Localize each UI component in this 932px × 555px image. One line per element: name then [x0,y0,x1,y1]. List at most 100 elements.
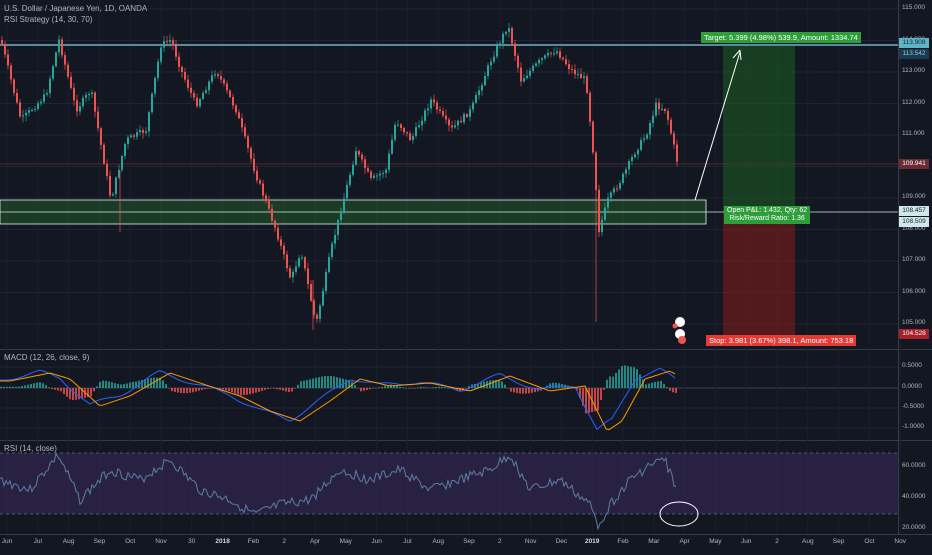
macd-bar [297,384,299,388]
macd-bar [456,388,458,391]
candle-body [163,41,165,48]
macd-bar [528,388,530,394]
candle-body [640,139,642,150]
macd-bar [417,387,419,389]
candle-body [67,64,69,77]
candle-body [661,109,663,111]
candle-body [337,220,339,236]
candle-body [166,41,168,43]
time-tick-label: Aug [62,538,75,545]
strategy-label[interactable]: RSI Strategy (14, 30, 70) [4,15,93,24]
macd-bar [612,376,614,388]
macd-bar [519,388,521,394]
candle-body [10,65,12,80]
macd-bar [237,388,239,395]
macd-bar [513,388,515,393]
candle-body [508,28,510,32]
macd-bar [306,380,308,388]
projection-arrow[interactable] [694,51,741,201]
macd-bar [105,380,107,388]
target-label[interactable]: Target: 5.399 (4.98%) 539.9, Amount: 133… [701,32,861,43]
macd-bar [669,388,671,391]
candle-body [400,124,402,129]
open-pnl-label[interactable]: Open P&L: 1.432, Qty: 62 Risk/Reward Rat… [724,206,811,224]
circle-annotation[interactable] [659,501,699,527]
macd-bar [54,388,56,390]
candle-body [448,119,450,126]
time-tick-label: Jul [403,538,412,545]
candle-body [658,102,660,110]
macd-bar [264,388,266,390]
macd-tick-label: 0.5000 [902,362,922,369]
candle-body [607,197,609,208]
candle-body [388,153,390,170]
macd-bar [165,384,167,388]
macd-bar [168,388,170,389]
macd-bar [339,377,341,388]
price-tick-label: 107.000 [902,256,926,263]
macd-bar [282,388,284,391]
candle-body [343,198,345,213]
rsi-label[interactable]: RSI (14, close) [4,444,57,453]
macd-bar [270,388,272,389]
open-pnl-text: Open P&L: 1.432, Qty: 62 [727,207,808,214]
macd-bar [252,388,254,394]
macd-bar [399,386,401,388]
candle-body [379,173,381,176]
time-axis[interactable]: Jun Jul Aug Sep Oct Nov 30 2018 Feb 2 Apr May Jun Jul… [0,534,932,551]
candle-body [271,208,273,221]
profit-zone[interactable] [723,46,795,212]
candle-body [181,66,183,72]
candle-body [13,79,15,93]
candle-body [64,55,66,65]
macd-bar [672,388,674,393]
macd-bar [651,382,653,388]
time-tick-label: Jun [1,538,13,545]
candle-body [460,120,462,123]
rsi-tick-label: 40.0000 [902,493,926,500]
candle-body [412,135,414,141]
macd-bar [219,388,221,389]
candle-body [382,173,384,175]
macd-bar [492,380,494,388]
candle-body [403,128,405,133]
candle-body [289,268,291,278]
candle-body [439,109,441,112]
macd-bar [378,387,380,388]
macd-bar [87,388,89,398]
candle-body [301,257,303,259]
candle-body [604,207,606,220]
candle-body [79,106,81,112]
candle-body [649,123,651,135]
price-tag: 108.509 [899,217,929,227]
candle-body [589,92,591,122]
candle-body [58,39,60,53]
macd-bar [135,381,137,388]
macd-bar [387,385,389,388]
symbol-title[interactable]: U.S. Dollar / Japanese Yen, 1D, OANDA [4,4,148,13]
candle-body [526,75,528,79]
candles[interactable] [1,22,678,330]
candle-body [415,127,417,136]
candle-body [478,90,480,96]
macd-bar [372,388,374,389]
loss-zone[interactable] [723,212,795,340]
candle-body [22,115,24,117]
candle-body [322,290,324,306]
price-tag: 113.908 [899,38,929,48]
candle-body [274,220,276,228]
macd-bar [126,383,128,388]
macd-bar [585,388,587,414]
time-tick-label: Sep [93,538,106,545]
macd-bar [9,386,11,388]
event-markers-icon[interactable] [672,317,687,344]
stop-label[interactable]: Stop: 3.981 (3.67%) 398.1, Amount: 753.1… [706,335,857,346]
macd-bar [501,381,503,388]
candle-body [454,125,456,128]
macd-label[interactable]: MACD (12, 26, close, 9) [4,353,90,362]
macd-bar [276,388,278,390]
candle-body [76,100,78,112]
macd-pane[interactable] [0,350,898,440]
macd-bar [267,388,269,390]
